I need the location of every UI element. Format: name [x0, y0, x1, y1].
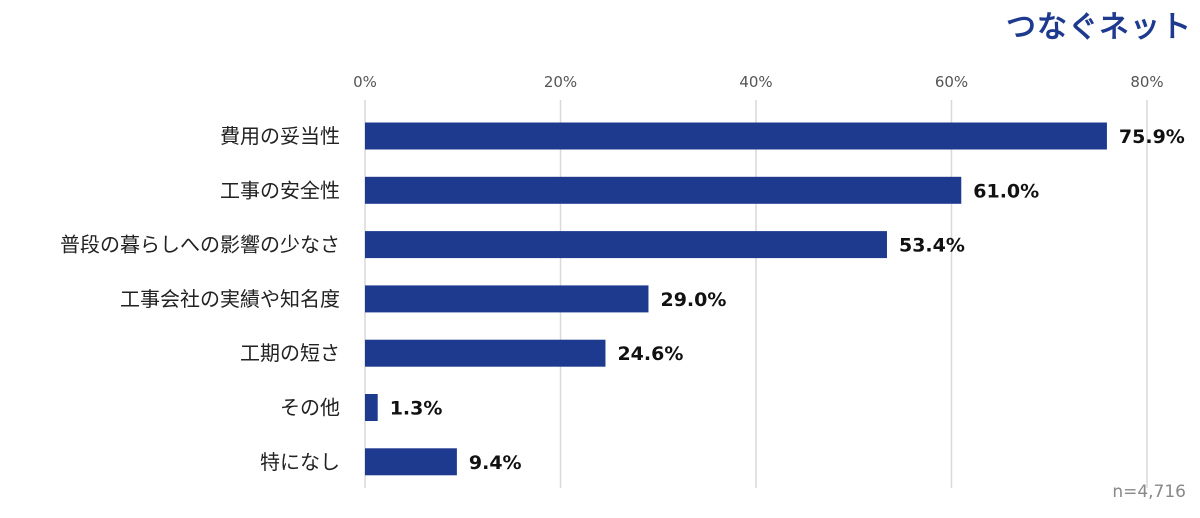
value-labels: 75.9% 61.0% 53.4% 29.0% 24.6% 1.3% 9.4% — [390, 126, 1185, 474]
x-tick-label: 40% — [739, 73, 772, 91]
bar — [365, 339, 606, 367]
value-label: 9.4% — [469, 452, 522, 474]
x-axis-ticks: 0% 20% 40% 60% 80% — [353, 73, 1164, 91]
bar — [365, 448, 457, 476]
bar — [365, 231, 887, 259]
x-tick-label: 20% — [544, 73, 577, 91]
brand-logo: つなぐネット — [1006, 10, 1192, 45]
bar — [365, 285, 649, 313]
sample-size-note: n=4,716 — [1112, 482, 1186, 502]
value-label: 1.3% — [390, 398, 443, 420]
category-label: 普段の暮らしへの影響の少なさ — [60, 233, 340, 257]
category-labels: 費用の妥当性工事の安全性普段の暮らしへの影響の少なさ工事会社の実績や知名度工期の… — [60, 124, 340, 474]
x-tick-label: 0% — [353, 73, 377, 91]
value-label: 61.0% — [973, 180, 1039, 202]
x-tick-label: 80% — [1130, 73, 1163, 91]
category-label: 特になし — [260, 450, 340, 474]
bar — [365, 394, 378, 421]
value-label: 75.9% — [1119, 126, 1185, 148]
bar — [365, 176, 962, 204]
x-tick-label: 60% — [935, 73, 968, 91]
value-label: 29.0% — [660, 289, 726, 311]
category-label: その他 — [280, 396, 340, 420]
category-label: 工事会社の実績や知名度 — [120, 287, 340, 311]
category-label: 費用の妥当性 — [220, 124, 340, 148]
bar — [365, 122, 1107, 150]
value-label: 53.4% — [899, 235, 965, 257]
value-label: 24.6% — [617, 343, 683, 365]
category-label: 工事の安全性 — [220, 178, 340, 202]
bars — [365, 122, 1107, 476]
category-label: 工期の短さ — [240, 341, 340, 365]
